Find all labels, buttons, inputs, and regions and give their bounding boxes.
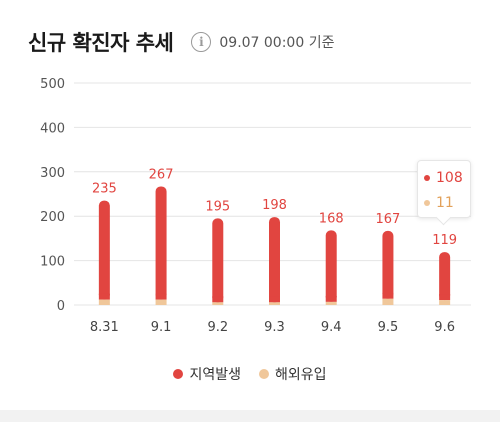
tooltip-domestic-dot xyxy=(424,174,430,181)
y-tick-label-500: 500 xyxy=(40,77,65,92)
legend-item-domestic[interactable]: 지역발생 xyxy=(173,364,241,384)
data-label-9.6: 119 xyxy=(432,233,457,248)
bar-domestic-base-9.2 xyxy=(212,296,224,303)
y-tick-label-200: 200 xyxy=(40,210,65,225)
bar-overseas-9.2 xyxy=(212,302,224,305)
x-tick-label-9.1: 9.1 xyxy=(151,320,172,335)
tooltip-domestic-value: 108 xyxy=(436,169,463,186)
tooltip-overseas-row: 11 xyxy=(424,190,464,215)
bar-overseas-8.31 xyxy=(98,299,110,305)
bar-domestic-base-8.31 xyxy=(98,293,110,300)
legend-label-domestic: 지역발생 xyxy=(189,367,241,383)
data-label-8.31: 235 xyxy=(92,182,117,197)
bar-domestic-9.3 xyxy=(269,217,280,303)
bar-domestic-9.4 xyxy=(325,230,337,302)
legend-item-overseas[interactable]: 해외유입 xyxy=(259,364,327,384)
footer-strip xyxy=(0,410,500,422)
y-tick-label-300: 300 xyxy=(40,166,65,181)
x-tick-label-8.31: 8.31 xyxy=(90,320,119,335)
bar-domestic-base-9.5 xyxy=(382,292,394,299)
bar-chart: 0 100 200 300 400 500 235 8.31 267 9.1 195 9.2 198 9.… xyxy=(40,77,471,335)
bar-overseas-9.5 xyxy=(382,298,394,305)
y-tick-label-0: 0 xyxy=(57,299,65,314)
tooltip-overseas-dot xyxy=(424,199,430,206)
x-tick-label-9.2: 9.2 xyxy=(207,320,228,335)
data-label-9.5: 167 xyxy=(376,212,401,227)
chart-header: 신규 확진자 추세 i 09.07 00:00 기준 xyxy=(28,26,334,58)
legend-dot-overseas xyxy=(259,369,269,379)
data-label-9.2: 195 xyxy=(205,199,230,214)
x-tick-label-9.5: 9.5 xyxy=(378,320,399,335)
info-icon[interactable]: i xyxy=(191,32,212,52)
bar-overseas-9.1 xyxy=(155,299,167,305)
bar-domestic-base-9.4 xyxy=(325,295,337,302)
y-tick-label-400: 400 xyxy=(40,121,65,136)
bar-overseas-9.6 xyxy=(439,300,451,305)
bar-domestic-base-9.1 xyxy=(155,293,167,300)
bar-domestic-base-9.6 xyxy=(439,294,451,301)
bar-domestic-9.6 xyxy=(439,252,451,301)
x-tick-label-9.3: 9.3 xyxy=(264,320,285,335)
bar-overseas-9.3 xyxy=(269,302,280,305)
legend-label-overseas: 해외유입 xyxy=(275,367,327,383)
data-label-9.1: 267 xyxy=(149,167,174,182)
bar-overseas-9.4 xyxy=(325,301,337,305)
legend: 지역발생 해외유입 xyxy=(0,364,500,384)
bar-domestic-9.1 xyxy=(155,186,167,300)
tooltip: 108 11 xyxy=(417,160,471,218)
bar-domestic-9.5 xyxy=(382,230,394,299)
timestamp: 09.07 00:00 기준 xyxy=(219,35,335,51)
bar-domestic-8.31 xyxy=(98,200,110,300)
legend-dot-domestic xyxy=(173,369,184,379)
data-label-9.4: 168 xyxy=(319,211,344,226)
data-label-9.3: 198 xyxy=(262,198,287,213)
tooltip-overseas-value: 11 xyxy=(436,194,454,211)
y-tick-label-100: 100 xyxy=(40,255,65,270)
bar-domestic-base-9.3 xyxy=(269,296,280,303)
x-tick-label-9.4: 9.4 xyxy=(321,320,342,335)
chart-title: 신규 확진자 추세 xyxy=(28,31,174,55)
tooltip-domestic-row: 108 xyxy=(424,165,464,190)
bar-domestic-9.2 xyxy=(212,218,224,303)
x-tick-label-9.6: 9.6 xyxy=(434,320,455,335)
